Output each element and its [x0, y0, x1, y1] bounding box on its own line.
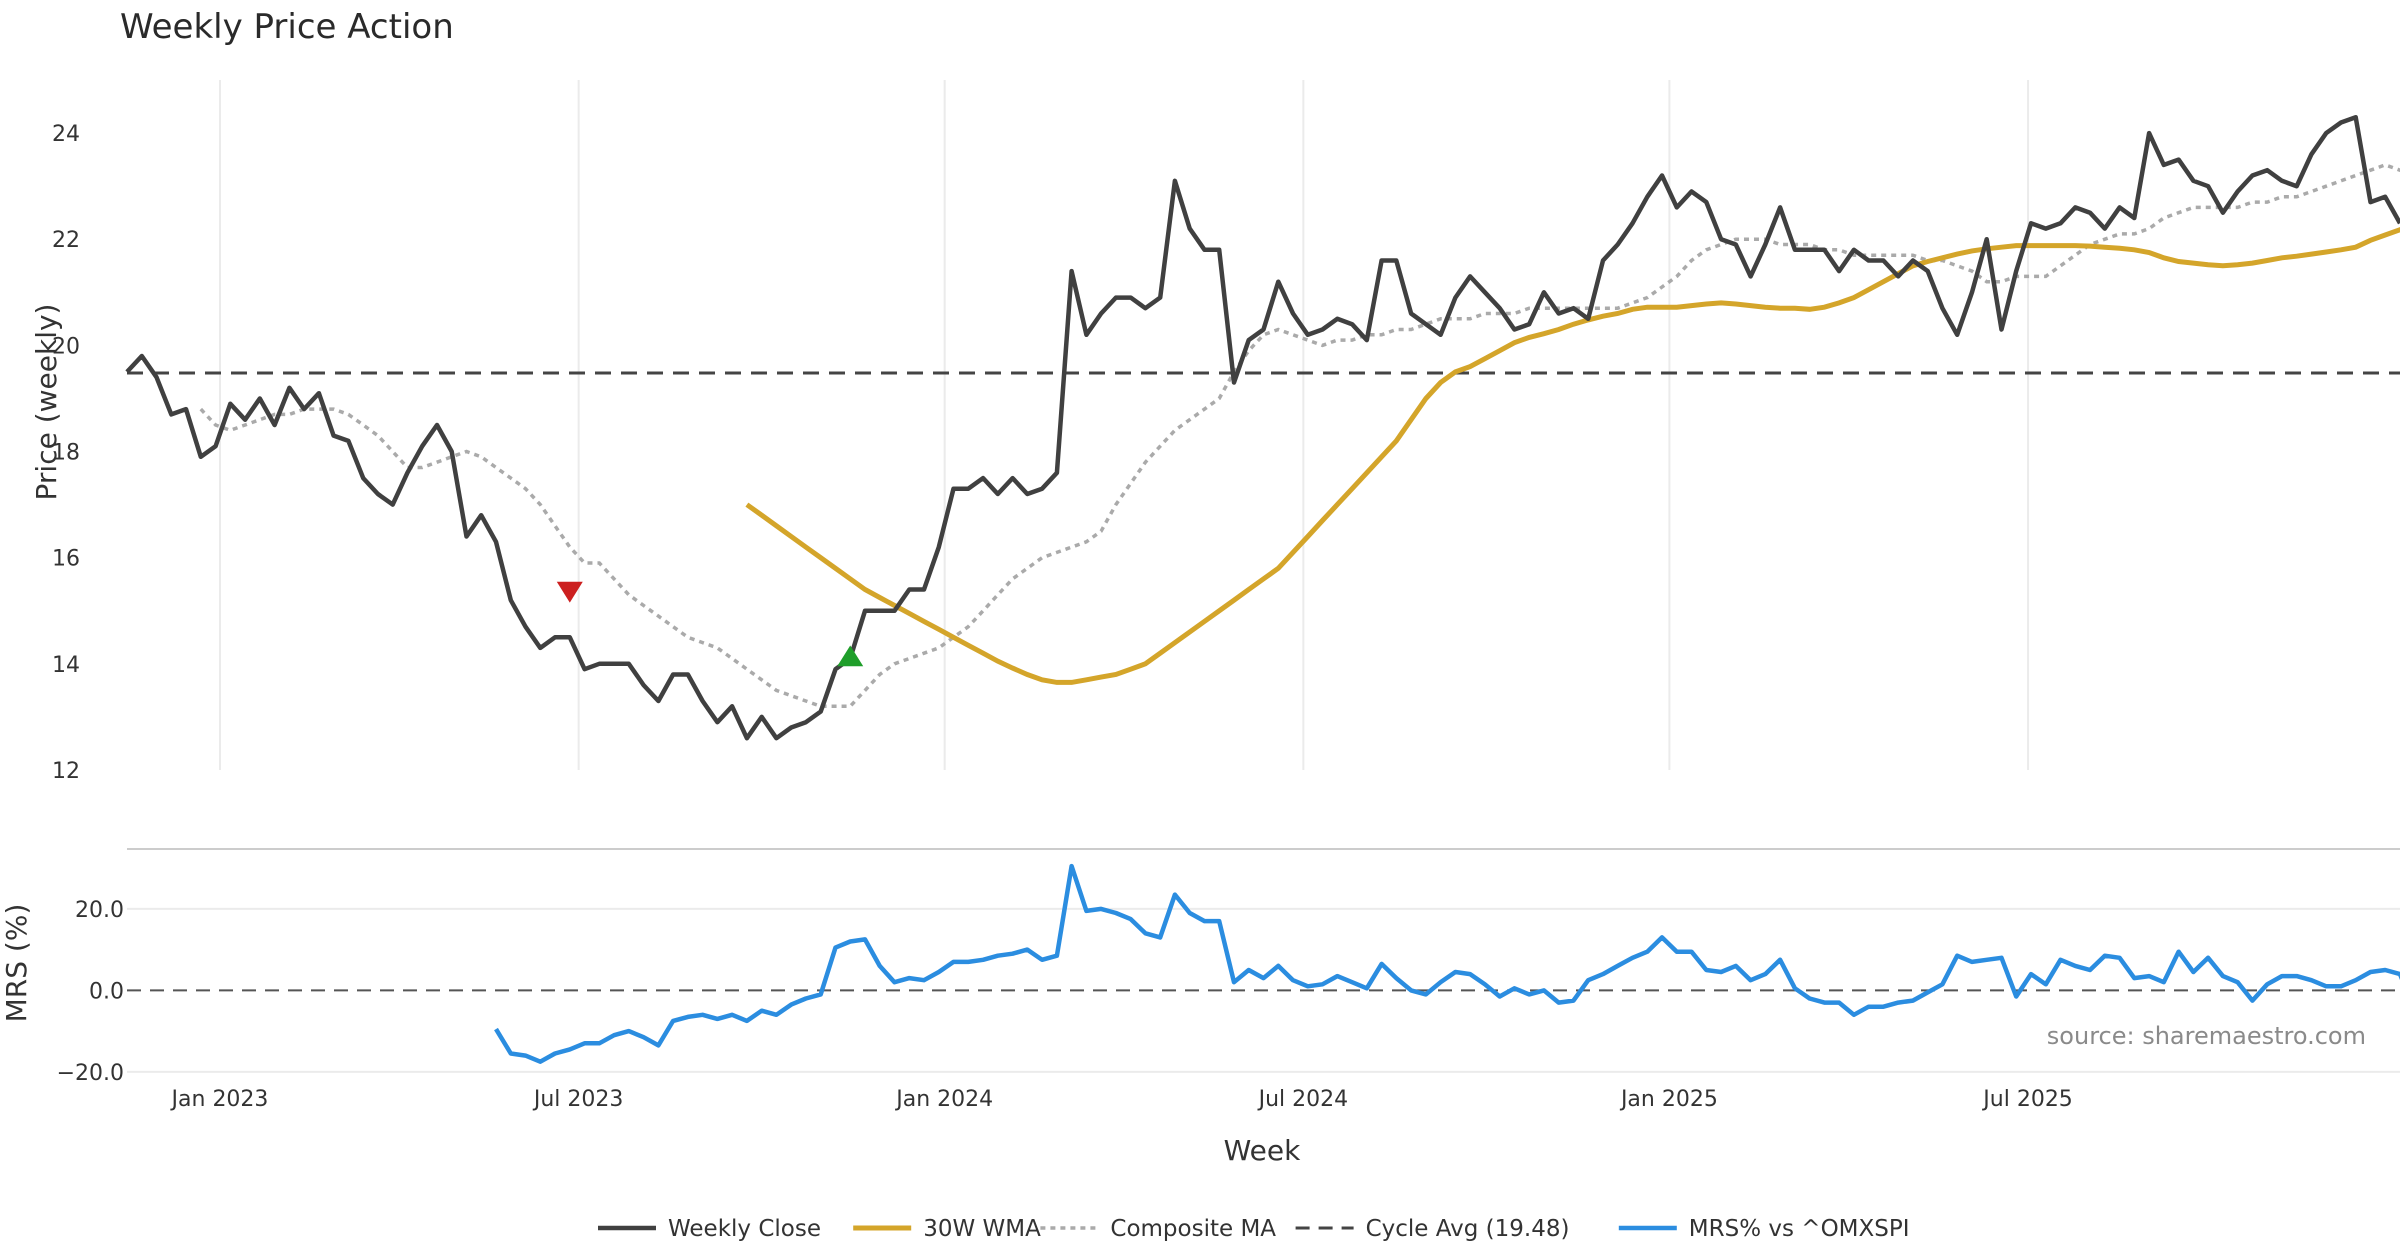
sell-signal-marker: [556, 581, 583, 603]
mrs-y-axis-title: MRS (%): [0, 904, 33, 1023]
price-y-tick-label: 20: [52, 334, 80, 359]
legend-label: Composite MA: [1110, 1216, 1276, 1242]
chart-title: Weekly Price Action: [120, 7, 454, 47]
legend-label: Weekly Close: [668, 1216, 821, 1242]
price-y-tick-label: 12: [52, 759, 80, 784]
price-y-tick-label: 14: [52, 653, 80, 678]
weekly-close-series-line: [125, 114, 2400, 741]
x-axis-ticks: Jan 2023 Jul 2023 Jan 2024 Jul 2024 Jan 2025…: [170, 1087, 2073, 1112]
price-y-axis-title: Price (weekly): [30, 304, 63, 501]
x-tick-label: Jul 2023: [532, 1087, 624, 1112]
mrs-panel-grid: [127, 907, 2400, 1073]
price-y-tick-label: 16: [52, 547, 80, 572]
composite-ma-series-line: [199, 163, 2400, 709]
x-tick-label: Jan 2025: [1619, 1087, 1718, 1112]
legend-label: 30W WMA: [923, 1216, 1041, 1242]
wma-30w-series-line: [745, 227, 2400, 685]
mrs-y-tick-label: 0.0: [89, 979, 124, 1004]
signal-markers: [556, 581, 864, 667]
x-tick-label: Jan 2024: [894, 1087, 993, 1112]
legend-label: MRS% vs ^OMXSPI: [1689, 1216, 1910, 1242]
legend-label: Cycle Avg (19.48): [1366, 1216, 1570, 1242]
source-annotation: source: sharemaestro.com: [2047, 1022, 2366, 1050]
x-tick-label: Jul 2024: [1257, 1087, 1349, 1112]
price-y-ticks: 12 14 16 18 20 22 24: [52, 122, 80, 784]
x-axis-title: Week: [1224, 1134, 1301, 1167]
price-y-tick-label: 18: [52, 441, 80, 466]
mrs-y-tick-label: 20.0: [75, 898, 124, 923]
mrs-series-line: [494, 863, 2400, 1064]
x-tick-label: Jul 2025: [1981, 1087, 2073, 1112]
mrs-y-tick-label: −20.0: [57, 1061, 124, 1086]
price-panel-grid: [218, 80, 2030, 770]
price-y-tick-label: 22: [52, 228, 80, 253]
mrs-y-ticks: −20.0 0.0 20.0: [57, 898, 124, 1086]
x-tick-label: Jan 2023: [170, 1087, 269, 1112]
price-y-tick-label: 24: [52, 122, 80, 147]
legend: Weekly Close 30W WMA Composite MA Cycle Avg…: [598, 1216, 1910, 1242]
buy-signal-marker: [837, 645, 864, 667]
